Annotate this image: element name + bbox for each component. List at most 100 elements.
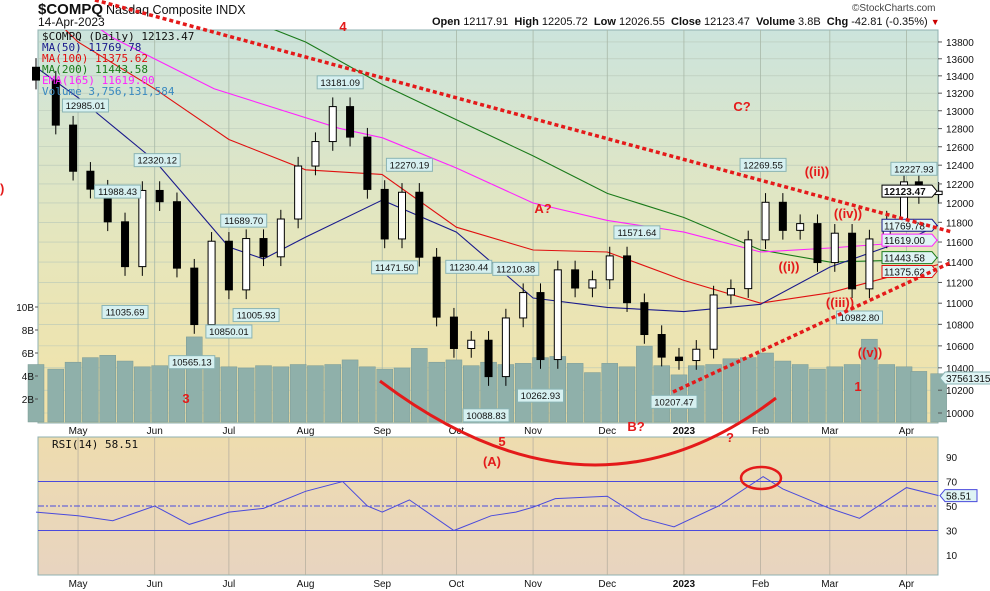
wave-label: (A) (483, 454, 501, 469)
price-annotation: 12269.55 (739, 157, 787, 172)
ma50-label-box (881, 218, 938, 232)
price-annotation: 10262.93 (516, 388, 564, 403)
candle-body (709, 294, 718, 350)
y-tick-label: 12400 (946, 161, 974, 172)
wave-label: C? (733, 99, 750, 114)
y-tick-label: 11400 (946, 258, 974, 269)
candle-body (432, 256, 441, 318)
volume-bar (445, 359, 463, 423)
volume-bar (910, 371, 928, 423)
x-tick-label: May (69, 426, 88, 437)
wave-label: 5 (498, 434, 505, 449)
annotation-box (232, 308, 280, 323)
annotation-value: 12985.01 (66, 101, 106, 112)
ema165-line (100, 30, 938, 253)
x-tick-label: Aug (297, 426, 315, 437)
y-tick-label: 12000 (946, 199, 974, 210)
price-annotation: 10850.01 (205, 324, 253, 339)
annotation-box (739, 157, 787, 172)
y-tick-label: 11200 (946, 278, 974, 289)
volume-bar (930, 373, 947, 423)
price-annotation: 11471.50 (371, 260, 419, 275)
volume-bar (99, 355, 116, 423)
annotation-value: 11005.93 (237, 311, 276, 322)
bowl-arc (379, 379, 777, 467)
candle-body (501, 317, 510, 378)
x-tick-label: Sep (373, 426, 391, 437)
x-tick-label: 2023 (673, 426, 696, 437)
high-label: High (514, 16, 539, 28)
down-arrow-icon: ▼ (930, 17, 940, 27)
wave-label: ((v)) (858, 345, 883, 360)
volume-bar (134, 366, 151, 423)
volume-bar (584, 372, 601, 423)
candle-body (588, 279, 597, 289)
volume-bar (237, 367, 255, 423)
candle-body (467, 339, 476, 349)
rsi-value-box (939, 489, 978, 503)
volume-bar (27, 364, 45, 423)
x-tick-label: Dec (598, 426, 616, 437)
y-tick-label: 13000 (946, 107, 974, 118)
annotation-value: 13181.09 (320, 78, 360, 89)
volume-bar (705, 364, 722, 423)
volume-bar (861, 338, 878, 423)
price-annotation: 10088.83 (462, 408, 510, 423)
candle-body (484, 339, 493, 378)
chg-value: -42.81 (-0.35%) (851, 16, 928, 28)
volume-bar (220, 366, 238, 423)
candle-body (761, 201, 770, 241)
volume-bar (809, 368, 826, 423)
annotation-box (101, 304, 149, 319)
candle-body (449, 316, 458, 349)
price-annotation: 10565.13 (168, 355, 216, 370)
volume-bar (151, 365, 168, 423)
volume-tick-label: 2B (22, 395, 35, 406)
x-tick-label: Jun (147, 426, 163, 437)
candle-body (380, 188, 389, 240)
candle-body (778, 201, 787, 231)
volume-bar (601, 363, 618, 423)
candle-body (294, 165, 303, 220)
copyright: ©StockCharts.com (852, 3, 936, 14)
rsi-x-tick-label: Jul (222, 579, 235, 590)
legend-ema165: EMA(165) 11619.00 (42, 74, 155, 87)
support-trendline (672, 260, 953, 394)
volume-bar (307, 365, 324, 423)
annotation-box (205, 324, 253, 339)
x-tick-label: Oct (449, 426, 465, 437)
price-annotation: 12227.93 (890, 161, 938, 176)
wave-label: 3 (182, 391, 189, 406)
volume-bar (878, 364, 895, 423)
candle-body (86, 170, 95, 190)
wave-label: 4 (339, 19, 347, 34)
rsi-value-label: 58.51 (946, 492, 971, 503)
candle-body (190, 267, 199, 326)
y-tick-label: 11000 (946, 299, 974, 310)
price-annotation: 10207.47 (650, 394, 698, 409)
price-annotation: 11571.64 (613, 225, 661, 240)
candle-body (259, 238, 268, 258)
price-annotation: 11035.69 (101, 304, 149, 319)
y-tick-label: 10000 (946, 409, 974, 420)
rsi-x-tick-label: Nov (524, 579, 542, 590)
rsi-tick-label: 50 (946, 502, 958, 513)
candle-body (744, 239, 753, 290)
candle-body (813, 223, 822, 264)
ma50-line (38, 68, 938, 313)
y-tick-label: 13800 (946, 38, 974, 49)
legend-ma200: MA(200) 11443.58 (42, 63, 148, 76)
candle-body (415, 191, 424, 258)
annotation-box (650, 394, 698, 409)
volume-label: Volume (756, 16, 795, 28)
annotation-value: 12320.12 (137, 156, 177, 167)
annotation-box (492, 261, 540, 276)
annotation-box (316, 75, 364, 90)
candle-body (242, 238, 251, 291)
candle-body (51, 79, 60, 126)
rsi-x-tick-label: May (69, 579, 88, 590)
rsi-x-tick-label: Aug (297, 579, 315, 590)
annotation-value: 10565.13 (172, 358, 212, 369)
volume-bar (376, 368, 393, 423)
close-value: 12123.47 (704, 16, 750, 28)
